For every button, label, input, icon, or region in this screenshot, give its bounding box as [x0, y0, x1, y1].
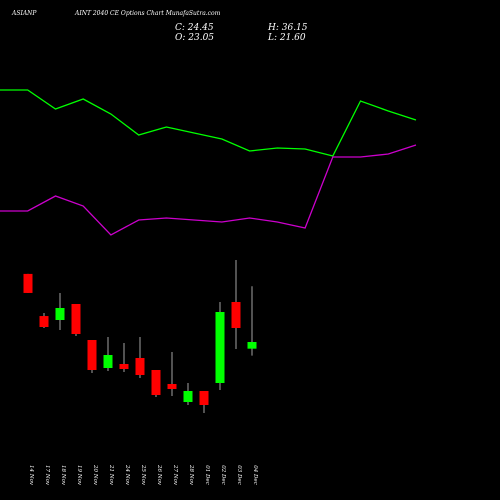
indicator-line [0, 89, 417, 157]
indicator-line [0, 144, 417, 236]
candle-body [39, 316, 49, 327]
chart-title: AINT 2040 CE Options Chart MunafaSutra.c… [74, 10, 221, 17]
x-tick-label: 19 Nov [76, 465, 82, 486]
candle-body [103, 355, 113, 368]
candle-body [231, 302, 241, 328]
x-tick-label: 25 Nov [140, 464, 146, 486]
candle-body [183, 391, 193, 402]
stat-open: O: 23.05 [175, 33, 214, 43]
x-tick-label: 24 Nov [124, 464, 130, 486]
x-tick-label: 20 Nov [92, 464, 98, 486]
x-tick-label: 27 Nov [172, 464, 178, 486]
x-tick-label: 28 Nov [188, 464, 194, 486]
x-tick-label: 26 Nov [156, 464, 162, 486]
candle-body [215, 312, 225, 383]
x-tick-label: 03 Dec [236, 465, 242, 485]
candle-body [119, 364, 129, 369]
candle-body [55, 308, 65, 320]
candle-body [87, 340, 97, 370]
x-tick-label: 21 Nov [108, 464, 114, 486]
x-tick-label: 17 Nov [44, 465, 50, 486]
x-tick-label: 18 Nov [60, 465, 66, 486]
ticker: ASIANP [11, 10, 37, 17]
candle-body [167, 384, 177, 389]
candle-body [199, 391, 209, 405]
x-tick-label: 04 Dec [252, 465, 258, 485]
candle-body [71, 304, 81, 334]
stat-close: C: 24.45 [175, 23, 214, 33]
stat-high: H: 36.15 [267, 23, 308, 33]
candle-body [23, 273, 33, 293]
stat-low: L: 21.60 [267, 33, 306, 43]
x-tick-label: 14 Nov [28, 465, 34, 486]
candle-body [247, 342, 257, 349]
candle-body [151, 370, 161, 395]
candle-body [135, 358, 145, 375]
x-tick-label: 01 Dec [204, 465, 210, 485]
x-tick-label: 02 Dec [220, 465, 226, 485]
